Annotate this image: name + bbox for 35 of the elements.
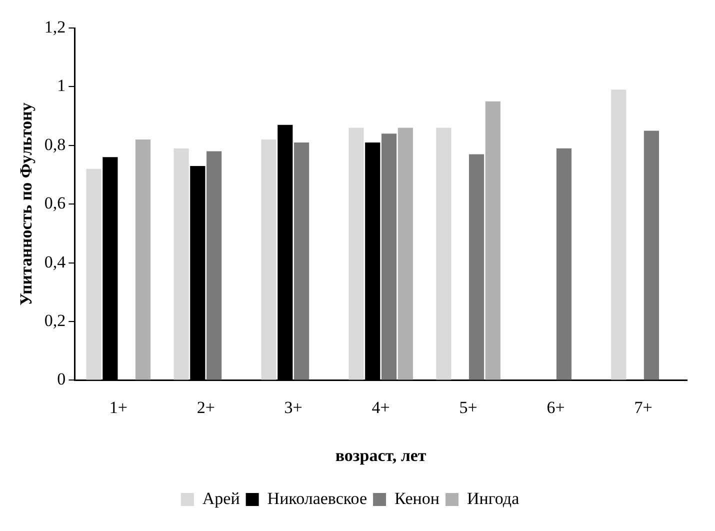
bar (86, 168, 102, 380)
x-tick-label: 4+ (372, 398, 390, 417)
legend-label: Кенон (394, 488, 440, 508)
x-tick-label: 2+ (196, 398, 215, 417)
x-axis-title: возраст, лет (335, 446, 427, 466)
bar (294, 142, 310, 380)
bar (348, 128, 364, 380)
bar (206, 151, 222, 380)
y-tick-label: 0,2 (44, 310, 66, 330)
y-tick-label: 0,4 (44, 252, 66, 272)
legend-label: Николаевское (267, 488, 368, 508)
x-tick-label: 5+ (459, 398, 478, 417)
bar (261, 140, 276, 380)
y-tick-label: 1,2 (44, 17, 66, 36)
bar (436, 128, 452, 380)
y-tick-label: 0,6 (44, 194, 66, 213)
bar (135, 140, 151, 380)
bar (398, 128, 413, 380)
y-tick-label: 1 (57, 76, 66, 96)
x-tick-label: 7+ (634, 398, 652, 417)
bar (468, 154, 484, 380)
legend-label: Арей (202, 488, 240, 508)
legend-label: Ингода (466, 488, 520, 508)
y-tick-label: 0,8 (44, 134, 66, 154)
bar (174, 148, 189, 380)
bar (611, 90, 626, 380)
x-tick-label: 6+ (546, 398, 565, 417)
x-tick-label: 1+ (109, 398, 128, 417)
bar (644, 130, 660, 380)
bar (556, 148, 572, 380)
bar (381, 134, 397, 380)
bar (485, 101, 500, 380)
y-tick-label: 0 (57, 370, 66, 389)
y-axis-title: Упитанность по Фультону (16, 102, 36, 306)
x-tick-label: 3+ (284, 398, 302, 417)
